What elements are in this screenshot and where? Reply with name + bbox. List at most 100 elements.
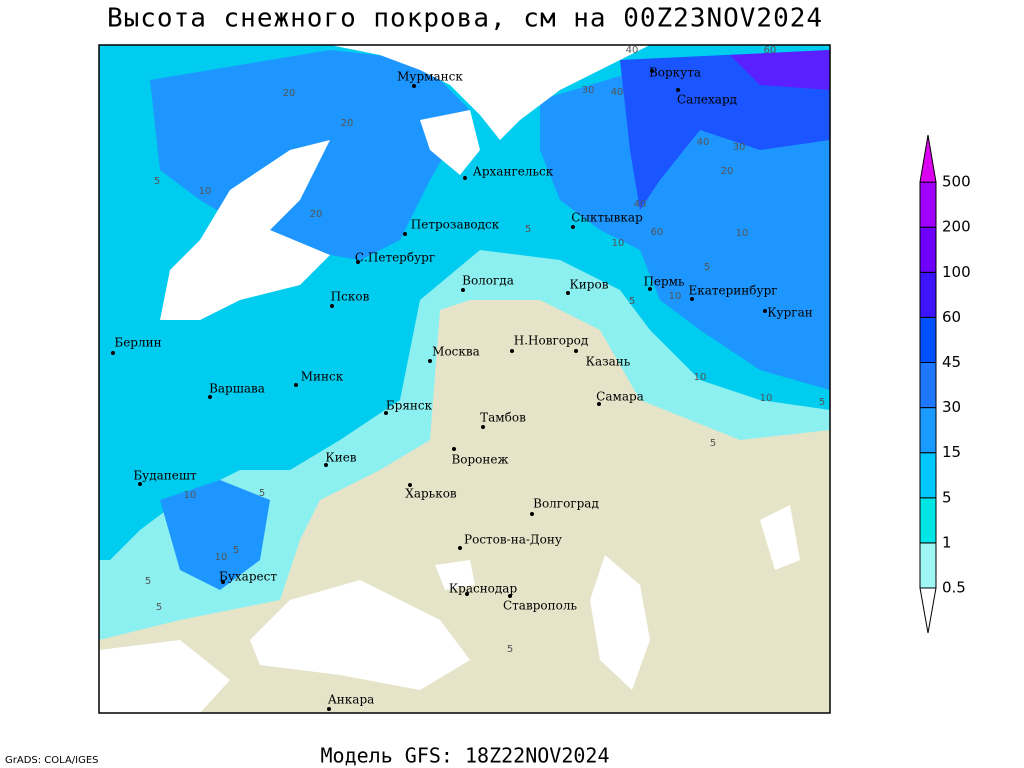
legend-label: 15	[942, 443, 961, 461]
contour-label: 5	[259, 488, 265, 499]
legend-label: 0.5	[942, 579, 966, 597]
city-dot	[571, 225, 575, 229]
city-dot	[690, 297, 694, 301]
legend-swatch	[919, 226, 937, 273]
contour-label: 20	[341, 118, 354, 129]
cities: Мурманск Воркута Салехард Архангельск Петроз…	[111, 66, 813, 711]
snow-dark	[620, 50, 830, 210]
city-label: Пермь	[643, 275, 685, 289]
city-dot	[676, 88, 680, 92]
city-label: Воронеж	[451, 453, 508, 467]
city-dot	[566, 291, 570, 295]
snow-deep	[730, 50, 830, 90]
city-label: Н.Новгород	[514, 334, 589, 348]
contour-label: 5	[710, 438, 716, 449]
city-label: Тамбов	[480, 411, 526, 425]
city-dot	[463, 176, 467, 180]
model-label: Модель GFS: 18Z22NOV2024	[321, 744, 610, 768]
city-dot	[458, 546, 462, 550]
city-label: Ставрополь	[503, 599, 577, 613]
city-label: Волгоград	[533, 497, 599, 511]
legend-label: 1	[942, 533, 952, 551]
city-label: Минск	[301, 370, 344, 384]
contour-label: 5	[819, 397, 825, 408]
city-dot	[510, 349, 514, 353]
contour-label: 10	[694, 372, 707, 383]
city-dot	[111, 351, 115, 355]
caspian-sea	[590, 555, 650, 690]
contour-label: 5	[629, 296, 635, 307]
city-dot	[465, 592, 469, 596]
city-label: Ростов-на-Дону	[464, 533, 562, 547]
city-label: Курган	[767, 306, 812, 320]
contour-label: 10	[669, 291, 682, 302]
legend-swatch	[919, 497, 937, 544]
legend-label: 500	[942, 173, 971, 191]
sea-arctic	[330, 45, 650, 140]
contour-label: 10	[215, 552, 228, 563]
contour-label: 5	[507, 644, 513, 655]
contour-label: 60	[764, 45, 777, 56]
legend-label: 60	[942, 308, 961, 326]
city-label: Мурманск	[397, 70, 463, 84]
legend-swatch	[919, 362, 937, 409]
contour-label: 5	[156, 602, 162, 613]
legend-tip	[919, 587, 937, 634]
city-label: Самара	[596, 390, 644, 404]
contour-label: 20	[283, 88, 296, 99]
contour-label: 30	[733, 142, 746, 153]
city-label: Краснодар	[449, 582, 518, 596]
city-dot	[461, 288, 465, 292]
legend-label: 30	[942, 398, 961, 416]
city-label: Киев	[325, 451, 356, 465]
city-label: Воркута	[649, 66, 701, 80]
city-dot	[384, 411, 388, 415]
legend-swatch	[919, 271, 937, 318]
city-label: Сыктывкар	[571, 211, 643, 225]
city-dot	[481, 425, 485, 429]
legend-swatch	[919, 181, 937, 228]
snow-south	[160, 480, 270, 590]
white-sea	[420, 110, 480, 175]
contour-label: 5	[233, 545, 239, 556]
baltic-sea	[160, 140, 330, 320]
city-dot	[208, 395, 212, 399]
city-dot	[648, 287, 652, 291]
contour-label: 5	[704, 262, 710, 273]
contour-label: 40	[697, 137, 710, 148]
city-label: Анкара	[328, 693, 375, 707]
contour-label: 20	[721, 166, 734, 177]
contour-label: 20	[310, 209, 323, 220]
legend-swatch	[919, 542, 937, 589]
city-dot	[574, 349, 578, 353]
contour-label: 60	[651, 227, 664, 238]
city-dot	[221, 580, 225, 584]
legend-label: 5	[942, 488, 952, 506]
legend-label: 200	[942, 218, 971, 236]
aral-sea	[760, 505, 800, 570]
contour-label: 40	[626, 45, 639, 56]
legend-label: 100	[942, 263, 971, 281]
city-label: Бухарест	[219, 570, 277, 584]
map-frame	[98, 44, 831, 714]
legend-label: 45	[942, 353, 961, 371]
legend-swatch	[919, 452, 937, 499]
title: Высота снежного покрова, см на 00Z23NOV2…	[107, 4, 823, 34]
city-dot	[530, 512, 534, 516]
contour-label: 40	[611, 87, 624, 98]
contour-label: 10	[736, 228, 749, 239]
city-dot	[597, 402, 601, 406]
city-label: Москва	[432, 345, 480, 359]
city-dot	[330, 304, 334, 308]
city-dot	[650, 69, 654, 73]
city-label: Вологда	[462, 274, 514, 288]
city-label: Берлин	[114, 336, 161, 350]
city-label: Киров	[570, 278, 609, 292]
city-label: Псков	[331, 290, 370, 304]
legend-swatch	[919, 316, 937, 363]
city-dot	[428, 359, 432, 363]
contour-label: 10	[184, 490, 197, 501]
city-label: С.Петербург	[355, 251, 435, 265]
